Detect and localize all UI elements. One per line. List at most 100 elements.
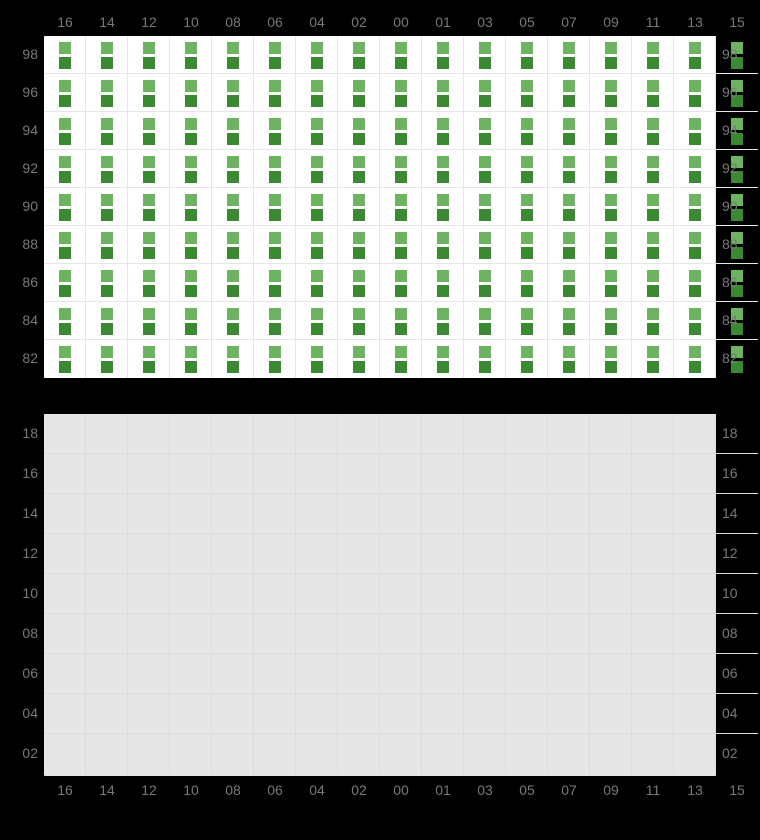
slot-indicator[interactable] bbox=[689, 232, 701, 259]
slot-indicator[interactable] bbox=[647, 232, 659, 259]
slot-indicator[interactable] bbox=[227, 80, 239, 107]
slot-indicator[interactable] bbox=[647, 346, 659, 373]
slot-indicator[interactable] bbox=[59, 308, 71, 335]
slot-indicator[interactable] bbox=[521, 346, 533, 373]
slot-indicator[interactable] bbox=[689, 80, 701, 107]
slot-indicator[interactable] bbox=[353, 346, 365, 373]
slot-indicator[interactable] bbox=[311, 346, 323, 373]
slot-indicator[interactable] bbox=[353, 194, 365, 221]
slot-indicator[interactable] bbox=[269, 346, 281, 373]
slot-indicator[interactable] bbox=[311, 156, 323, 183]
slot-indicator[interactable] bbox=[689, 346, 701, 373]
slot-indicator[interactable] bbox=[227, 232, 239, 259]
slot-indicator[interactable] bbox=[521, 118, 533, 145]
slot-indicator[interactable] bbox=[647, 80, 659, 107]
slot-indicator[interactable] bbox=[269, 42, 281, 69]
slot-indicator[interactable] bbox=[605, 232, 617, 259]
slot-indicator[interactable] bbox=[563, 308, 575, 335]
slot-indicator[interactable] bbox=[227, 270, 239, 297]
slot-indicator[interactable] bbox=[395, 156, 407, 183]
slot-indicator[interactable] bbox=[185, 194, 197, 221]
slot-indicator[interactable] bbox=[269, 118, 281, 145]
slot-indicator[interactable] bbox=[521, 194, 533, 221]
slot-indicator[interactable] bbox=[437, 308, 449, 335]
slot-indicator[interactable] bbox=[227, 156, 239, 183]
slot-indicator[interactable] bbox=[311, 118, 323, 145]
slot-indicator[interactable] bbox=[605, 80, 617, 107]
slot-indicator[interactable] bbox=[689, 42, 701, 69]
slot-indicator[interactable] bbox=[143, 194, 155, 221]
slot-indicator[interactable] bbox=[311, 80, 323, 107]
slot-indicator[interactable] bbox=[437, 80, 449, 107]
slot-indicator[interactable] bbox=[479, 156, 491, 183]
slot-indicator[interactable] bbox=[101, 232, 113, 259]
slot-indicator[interactable] bbox=[227, 118, 239, 145]
slot-indicator[interactable] bbox=[185, 346, 197, 373]
slot-indicator[interactable] bbox=[563, 118, 575, 145]
slot-indicator[interactable] bbox=[59, 232, 71, 259]
slot-indicator[interactable] bbox=[59, 118, 71, 145]
slot-indicator[interactable] bbox=[479, 270, 491, 297]
slot-indicator[interactable] bbox=[101, 118, 113, 145]
slot-indicator[interactable] bbox=[185, 308, 197, 335]
slot-indicator[interactable] bbox=[479, 308, 491, 335]
slot-indicator[interactable] bbox=[437, 346, 449, 373]
slot-indicator[interactable] bbox=[395, 346, 407, 373]
slot-indicator[interactable] bbox=[269, 194, 281, 221]
slot-indicator[interactable] bbox=[563, 42, 575, 69]
slot-indicator[interactable] bbox=[143, 156, 155, 183]
slot-indicator[interactable] bbox=[185, 42, 197, 69]
slot-indicator[interactable] bbox=[563, 156, 575, 183]
slot-indicator[interactable] bbox=[353, 42, 365, 69]
slot-indicator[interactable] bbox=[59, 80, 71, 107]
slot-indicator[interactable] bbox=[605, 156, 617, 183]
slot-indicator[interactable] bbox=[143, 80, 155, 107]
slot-indicator[interactable] bbox=[563, 80, 575, 107]
slot-indicator[interactable] bbox=[227, 308, 239, 335]
slot-indicator[interactable] bbox=[143, 270, 155, 297]
slot-indicator[interactable] bbox=[185, 156, 197, 183]
slot-indicator[interactable] bbox=[563, 270, 575, 297]
slot-indicator[interactable] bbox=[59, 194, 71, 221]
slot-indicator[interactable] bbox=[605, 346, 617, 373]
slot-indicator[interactable] bbox=[605, 118, 617, 145]
slot-indicator[interactable] bbox=[101, 42, 113, 69]
slot-indicator[interactable] bbox=[689, 194, 701, 221]
slot-indicator[interactable] bbox=[395, 308, 407, 335]
slot-indicator[interactable] bbox=[395, 42, 407, 69]
slot-indicator[interactable] bbox=[227, 42, 239, 69]
slot-indicator[interactable] bbox=[227, 346, 239, 373]
slot-indicator[interactable] bbox=[185, 80, 197, 107]
slot-indicator[interactable] bbox=[395, 194, 407, 221]
slot-indicator[interactable] bbox=[227, 194, 239, 221]
slot-indicator[interactable] bbox=[479, 118, 491, 145]
slot-indicator[interactable] bbox=[479, 42, 491, 69]
slot-indicator[interactable] bbox=[353, 270, 365, 297]
slot-indicator[interactable] bbox=[143, 308, 155, 335]
slot-indicator[interactable] bbox=[605, 308, 617, 335]
slot-indicator[interactable] bbox=[689, 308, 701, 335]
slot-indicator[interactable] bbox=[395, 118, 407, 145]
slot-indicator[interactable] bbox=[437, 194, 449, 221]
slot-indicator[interactable] bbox=[395, 270, 407, 297]
slot-indicator[interactable] bbox=[311, 42, 323, 69]
slot-indicator[interactable] bbox=[605, 194, 617, 221]
slot-indicator[interactable] bbox=[269, 232, 281, 259]
slot-indicator[interactable] bbox=[563, 346, 575, 373]
slot-indicator[interactable] bbox=[143, 42, 155, 69]
slot-indicator[interactable] bbox=[269, 80, 281, 107]
slot-indicator[interactable] bbox=[605, 42, 617, 69]
slot-indicator[interactable] bbox=[353, 156, 365, 183]
slot-indicator[interactable] bbox=[59, 156, 71, 183]
slot-indicator[interactable] bbox=[689, 270, 701, 297]
slot-indicator[interactable] bbox=[59, 42, 71, 69]
slot-indicator[interactable] bbox=[395, 232, 407, 259]
slot-indicator[interactable] bbox=[395, 80, 407, 107]
slot-indicator[interactable] bbox=[479, 346, 491, 373]
slot-indicator[interactable] bbox=[143, 232, 155, 259]
slot-indicator[interactable] bbox=[479, 232, 491, 259]
slot-indicator[interactable] bbox=[647, 42, 659, 69]
slot-indicator[interactable] bbox=[647, 270, 659, 297]
slot-indicator[interactable] bbox=[437, 42, 449, 69]
slot-indicator[interactable] bbox=[143, 118, 155, 145]
